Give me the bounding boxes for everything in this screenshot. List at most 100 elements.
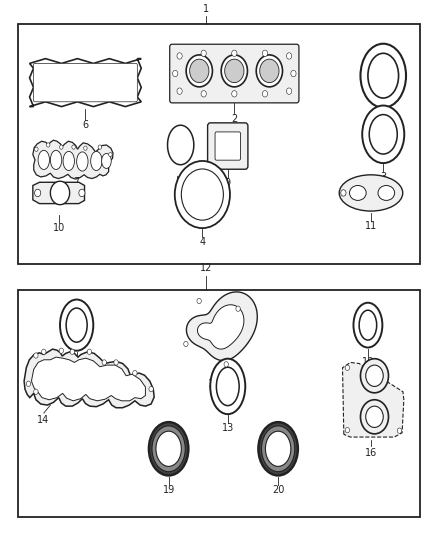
Circle shape	[225, 59, 244, 83]
Circle shape	[35, 147, 38, 151]
Ellipse shape	[216, 367, 239, 406]
Text: 17: 17	[208, 379, 221, 390]
Circle shape	[201, 91, 206, 97]
Polygon shape	[343, 362, 404, 437]
Circle shape	[232, 91, 237, 97]
Text: 2: 2	[231, 114, 237, 124]
Text: 16: 16	[365, 448, 378, 458]
Circle shape	[26, 381, 31, 386]
Circle shape	[70, 349, 74, 354]
Ellipse shape	[258, 422, 298, 475]
Text: 15: 15	[71, 360, 83, 370]
Circle shape	[109, 152, 112, 157]
Ellipse shape	[149, 422, 188, 475]
Polygon shape	[33, 182, 85, 204]
Circle shape	[114, 360, 118, 365]
Circle shape	[341, 190, 346, 196]
Circle shape	[397, 428, 402, 433]
Bar	[18, 24, 420, 264]
Polygon shape	[187, 292, 257, 361]
Circle shape	[46, 143, 50, 147]
Circle shape	[291, 70, 296, 77]
Circle shape	[256, 55, 283, 87]
Text: 6: 6	[82, 120, 88, 130]
Circle shape	[201, 50, 206, 56]
Text: 12: 12	[200, 263, 212, 273]
Polygon shape	[30, 59, 141, 107]
Ellipse shape	[152, 426, 185, 472]
Polygon shape	[32, 357, 145, 401]
Circle shape	[184, 341, 188, 346]
Circle shape	[366, 365, 383, 386]
Bar	[18, 290, 420, 517]
Circle shape	[34, 353, 38, 358]
Text: 9: 9	[225, 178, 231, 188]
Circle shape	[360, 400, 389, 434]
Circle shape	[42, 349, 46, 354]
Ellipse shape	[359, 310, 377, 340]
Text: 10: 10	[53, 223, 65, 233]
Circle shape	[79, 189, 85, 197]
Circle shape	[59, 348, 64, 353]
Circle shape	[98, 145, 102, 149]
Circle shape	[175, 161, 230, 228]
Polygon shape	[24, 349, 154, 408]
Circle shape	[224, 362, 228, 367]
Ellipse shape	[63, 151, 74, 171]
FancyBboxPatch shape	[208, 123, 248, 169]
Circle shape	[35, 189, 41, 197]
Ellipse shape	[378, 185, 395, 200]
Ellipse shape	[360, 44, 406, 108]
Ellipse shape	[91, 151, 102, 171]
Circle shape	[286, 88, 292, 94]
Text: 20: 20	[272, 485, 284, 495]
Ellipse shape	[353, 303, 382, 348]
Polygon shape	[198, 305, 244, 349]
Ellipse shape	[156, 431, 181, 466]
Ellipse shape	[369, 115, 397, 154]
FancyBboxPatch shape	[215, 132, 240, 160]
Ellipse shape	[210, 359, 245, 414]
Circle shape	[190, 59, 209, 83]
Text: 4: 4	[199, 237, 205, 247]
Circle shape	[173, 70, 178, 77]
Circle shape	[50, 181, 70, 205]
Circle shape	[360, 359, 389, 393]
Polygon shape	[33, 140, 113, 179]
Ellipse shape	[368, 53, 399, 98]
Text: 19: 19	[162, 485, 175, 495]
Circle shape	[133, 370, 137, 376]
Circle shape	[366, 406, 383, 427]
Ellipse shape	[66, 308, 87, 342]
Text: 14: 14	[37, 415, 49, 425]
Circle shape	[177, 53, 182, 59]
Circle shape	[221, 55, 247, 87]
Ellipse shape	[60, 300, 93, 351]
Circle shape	[186, 55, 212, 87]
Polygon shape	[168, 125, 194, 165]
Circle shape	[149, 386, 153, 392]
Ellipse shape	[50, 150, 62, 169]
Circle shape	[262, 91, 268, 97]
Text: 7: 7	[74, 177, 80, 187]
Ellipse shape	[350, 185, 366, 200]
Circle shape	[286, 53, 292, 59]
Ellipse shape	[362, 106, 404, 163]
Circle shape	[177, 88, 182, 94]
Circle shape	[34, 389, 38, 394]
Circle shape	[181, 169, 223, 220]
Circle shape	[345, 365, 350, 370]
Circle shape	[102, 360, 106, 365]
Text: 8: 8	[174, 184, 180, 194]
Circle shape	[197, 298, 201, 304]
Circle shape	[60, 145, 63, 149]
Ellipse shape	[339, 175, 403, 211]
Ellipse shape	[102, 154, 111, 168]
Circle shape	[87, 349, 92, 354]
Text: 3: 3	[380, 172, 386, 182]
Text: 1: 1	[203, 4, 209, 14]
Ellipse shape	[77, 152, 88, 171]
Circle shape	[72, 145, 75, 149]
Circle shape	[345, 427, 350, 433]
Ellipse shape	[38, 150, 49, 169]
